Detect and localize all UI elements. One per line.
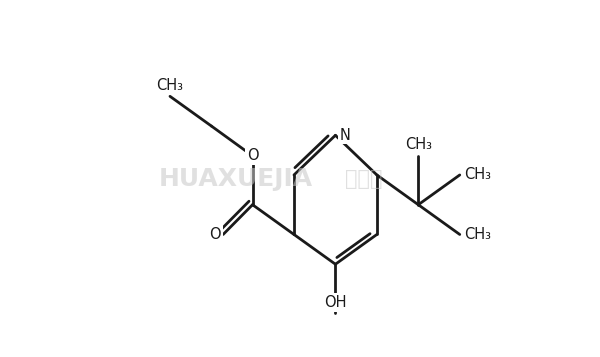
Text: CH₃: CH₃ (464, 227, 491, 242)
Text: O: O (209, 227, 221, 242)
Text: N: N (340, 128, 350, 143)
Text: HUAXUEJIA: HUAXUEJIA (159, 166, 313, 191)
Text: 化学加: 化学加 (345, 169, 383, 188)
Text: CH₃: CH₃ (157, 78, 184, 93)
Text: CH₃: CH₃ (464, 167, 491, 182)
Text: OH: OH (324, 295, 347, 310)
Text: O: O (247, 148, 259, 164)
Text: CH₃: CH₃ (405, 137, 432, 152)
